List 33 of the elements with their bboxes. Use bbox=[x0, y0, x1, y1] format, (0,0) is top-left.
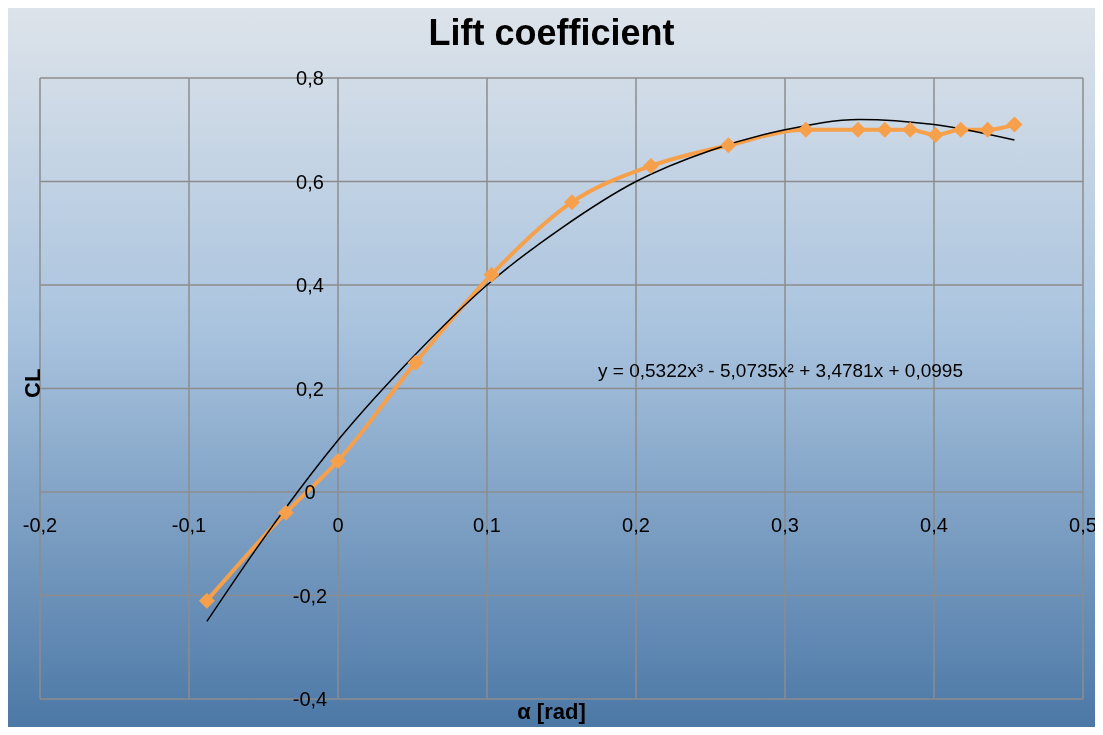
x-tick-label: 0,4 bbox=[920, 514, 948, 536]
chart-title: Lift coefficient bbox=[427, 12, 676, 54]
x-tick-label: -0,2 bbox=[22, 514, 58, 536]
point bbox=[720, 137, 737, 154]
annotation: y = 0,5322x³ - 5,0735x² + 3,4781x + 0,0995 bbox=[598, 360, 963, 382]
point bbox=[797, 121, 814, 138]
point bbox=[407, 354, 424, 371]
y-tick-label: 0,6 bbox=[296, 170, 324, 193]
point bbox=[876, 121, 893, 138]
point bbox=[330, 452, 346, 469]
y-tick-label: -0,2 bbox=[292, 584, 328, 607]
point bbox=[1006, 116, 1023, 133]
x-tick-label: 0,1 bbox=[473, 514, 501, 536]
point bbox=[277, 504, 294, 521]
x-tick-label: 0,3 bbox=[771, 514, 799, 536]
point bbox=[483, 266, 500, 283]
x-tick-label: -0,1 bbox=[171, 514, 207, 536]
y-tick-label: 0,8 bbox=[296, 67, 324, 89]
point bbox=[952, 121, 969, 138]
point bbox=[850, 121, 867, 138]
y-tick-label: -0,4 bbox=[292, 688, 328, 710]
y-tick-label: 0,2 bbox=[296, 377, 324, 400]
x-tick-label: 0,2 bbox=[622, 514, 650, 536]
point bbox=[979, 121, 996, 138]
point bbox=[927, 126, 944, 143]
x-axis-title: α [rad] bbox=[517, 699, 586, 724]
point bbox=[642, 157, 659, 174]
point bbox=[563, 194, 580, 211]
x-tick-label: 0 bbox=[332, 514, 344, 536]
point bbox=[198, 592, 215, 609]
y-tick-label: 0,4 bbox=[296, 274, 324, 296]
point bbox=[902, 121, 919, 138]
y-axis-title: CL bbox=[20, 368, 46, 399]
